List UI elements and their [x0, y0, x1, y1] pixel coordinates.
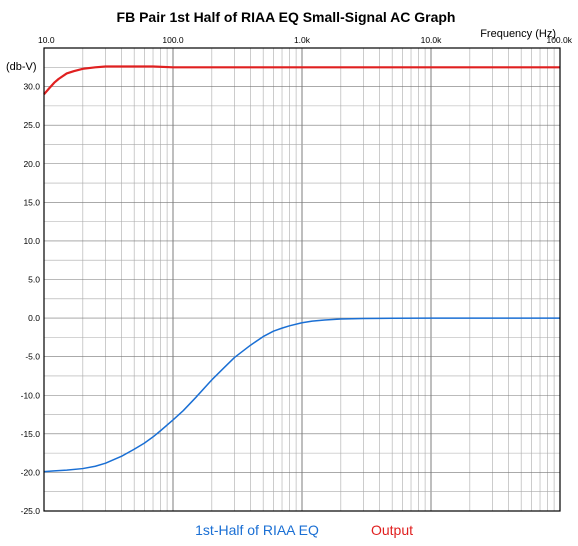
- y-tick-label: 10.0: [23, 236, 40, 246]
- y-tick-label: -20.0: [21, 467, 41, 477]
- y-tick-label: 30.0: [23, 82, 40, 92]
- y-tick-label: 20.0: [23, 159, 40, 169]
- legend: 1st-Half of RIAA EQ Output: [195, 522, 413, 538]
- x-tick-label: 100.0: [162, 35, 184, 45]
- plot-frame: [43, 47, 561, 512]
- x-tick-label: 10.0k: [421, 35, 443, 45]
- y-tick-label: 15.0: [23, 197, 40, 207]
- series-line-riaa-eq: [43, 317, 560, 473]
- chart-title: FB Pair 1st Half of RIAA EQ Small-Signal…: [117, 9, 456, 25]
- y-tick-label: -10.0: [21, 390, 41, 400]
- y-tick-label: -25.0: [21, 506, 41, 516]
- y-axis-label: (db-V): [6, 61, 37, 73]
- x-tick-label: 100.0k: [546, 35, 572, 45]
- legend-entry: 1st-Half of RIAA EQ: [195, 522, 319, 538]
- y-tick-label: -5.0: [25, 352, 40, 362]
- x-tick-label: 1.0k: [294, 35, 311, 45]
- y-tick-label: -15.0: [21, 429, 41, 439]
- y-tick-label: 5.0: [28, 275, 40, 285]
- legend-entry: Output: [371, 522, 413, 538]
- x-tick-labels: 10.0 100.0 1.0k 10.0k 100.0k: [38, 35, 573, 45]
- series-line-output: [43, 65, 560, 96]
- grid: [43, 47, 561, 512]
- series-lines: [43, 65, 560, 473]
- y-tick-label: 25.0: [23, 120, 40, 130]
- y-tick-label: 0.0: [28, 313, 40, 323]
- y-tick-labels: 30.0 25.0 20.0 15.0 10.0 5.0 0.0 -5.0 -10.0 -15.0…: [21, 82, 41, 516]
- x-axis-label: Frequency (Hz): [480, 28, 556, 40]
- x-tick-label: 10.0: [38, 35, 55, 45]
